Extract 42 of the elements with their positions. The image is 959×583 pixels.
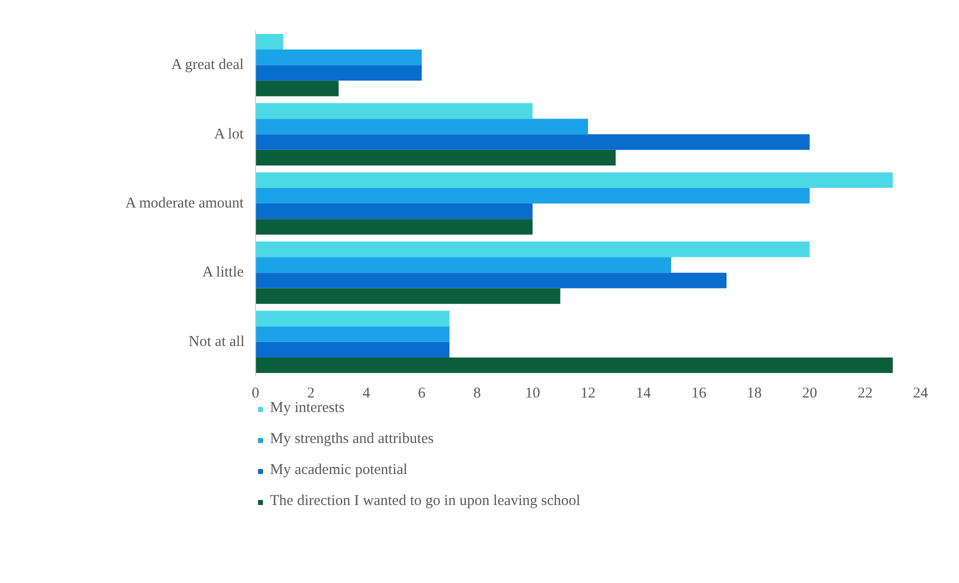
x-tick-label: 24 [913,386,928,402]
bar [256,272,727,288]
x-tick-label: 6 [418,386,426,402]
bar [256,50,422,66]
bar [256,65,422,81]
bar [256,150,616,166]
x-tick-label: 8 [473,386,481,402]
legend-label: My strengths and attributes [270,431,434,448]
bar [256,342,450,358]
legend-label: My academic potential [270,462,408,479]
legend-label: My interests [270,400,345,417]
x-tick-label: 10 [525,386,540,402]
bar [256,257,672,273]
y-tick-label: A little [202,264,244,281]
bar [256,357,893,374]
y-tick-label: A lot [214,126,245,142]
y-tick-label: A moderate amount [125,196,245,212]
bar [256,310,450,326]
y-tick-label: Not at all [188,334,245,350]
bar [256,103,533,119]
bar [256,288,560,304]
y-tick-label: A great deal [171,57,244,74]
x-tick-label: 2 [307,386,315,402]
bar [256,34,284,50]
bar [256,204,533,220]
x-tick-label: 18 [746,386,762,402]
legend-label: The direction I wanted to go in upon leaving school [270,493,580,510]
bar [256,242,810,258]
x-tick-label: 0 [252,386,260,402]
x-tick-label: 20 [802,386,818,402]
x-tick-label: 16 [691,386,707,402]
x-tick-label: 22 [858,386,873,402]
bar [256,188,810,204]
bar [256,118,588,134]
bar [256,219,533,235]
bar [256,134,810,150]
bar [256,326,450,342]
bar [256,172,893,188]
bar [256,80,339,96]
x-tick-label: 4 [362,386,371,402]
x-tick-label: 12 [580,386,596,402]
x-tick-label: 14 [636,386,652,402]
